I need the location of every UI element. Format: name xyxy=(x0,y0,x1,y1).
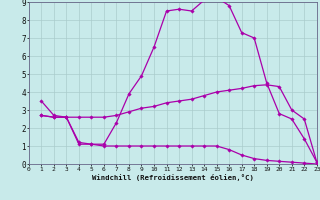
X-axis label: Windchill (Refroidissement éolien,°C): Windchill (Refroidissement éolien,°C) xyxy=(92,174,254,181)
